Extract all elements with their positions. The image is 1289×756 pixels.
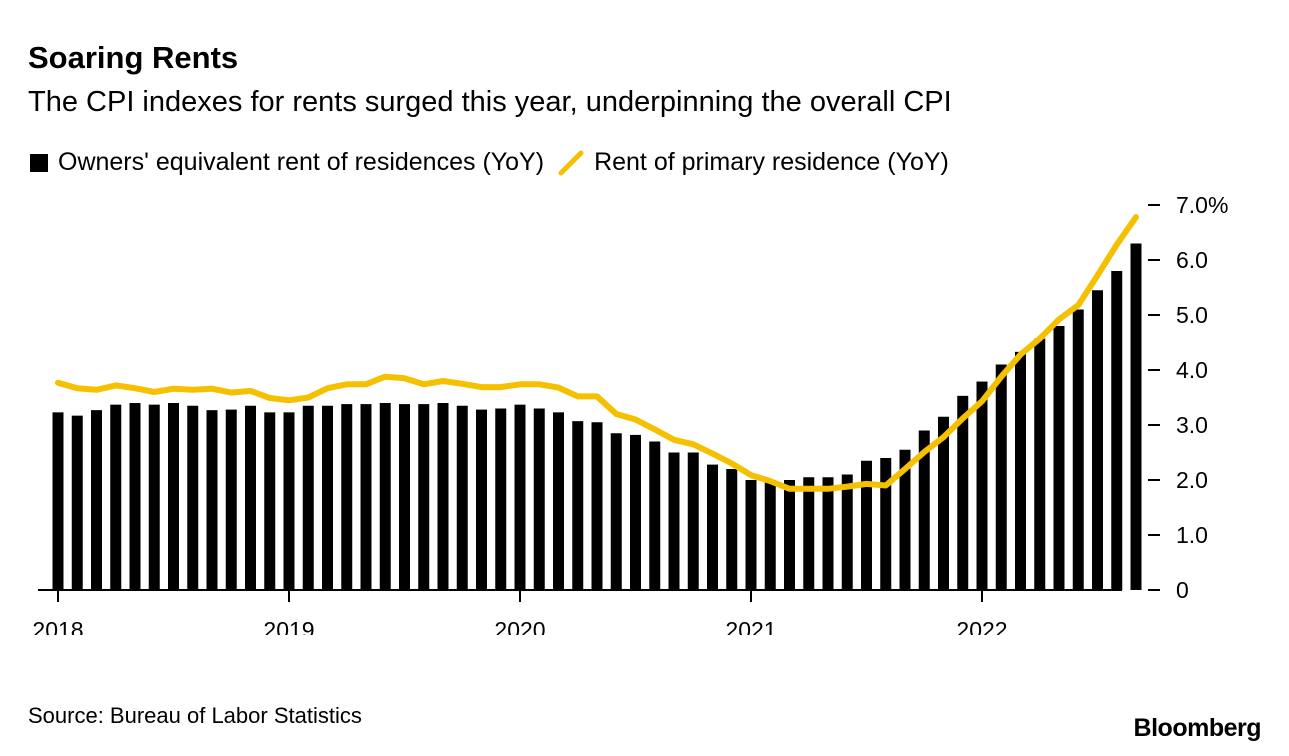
bar [476, 409, 487, 590]
bar [841, 474, 853, 590]
bar [187, 405, 199, 590]
bar [1092, 290, 1103, 590]
legend-item-line: Rent of primary residence (YoY) [558, 148, 949, 177]
bar [1111, 271, 1123, 590]
bar [533, 408, 545, 590]
x-tick-label: 2022 [956, 617, 1007, 635]
bar [707, 464, 718, 590]
bar [745, 480, 757, 590]
chart-area: 0 1.0 2.0 3.0 4.0 5.0 6.0 7.0% 2018 2019 2020 2021 2… [32, 192, 1228, 635]
bar [610, 433, 622, 590]
legend-item-bars: Owners' equivalent rent of residences (Y… [30, 148, 544, 177]
bar [803, 477, 815, 590]
bar [1072, 309, 1084, 590]
bar [514, 404, 526, 590]
bar [302, 405, 314, 590]
x-tick-label: 2021 [725, 617, 776, 635]
legend-bar-swatch-icon [30, 153, 48, 172]
bar [341, 404, 353, 590]
y-tick-label: 1.0 [1176, 522, 1208, 548]
bar [784, 480, 795, 590]
chart-title: Soaring Rents [28, 40, 239, 75]
bar [553, 412, 564, 590]
bar [437, 403, 449, 590]
source-note: Source: Bureau of Labor Statistics [28, 703, 362, 728]
bar [495, 408, 507, 590]
bar [918, 430, 930, 590]
bar [206, 410, 218, 590]
chart-subtitle: The CPI indexes for rents surged this ye… [28, 86, 952, 118]
y-tick-label: 7.0% [1176, 192, 1228, 218]
bar [880, 458, 892, 590]
x-tick-label: 2018 [32, 617, 83, 635]
bar [71, 415, 83, 590]
bloomberg-logo: Bloomberg [1133, 714, 1262, 742]
bar [957, 395, 969, 590]
bar [91, 410, 102, 590]
bar [168, 403, 179, 590]
bar [399, 404, 410, 590]
bar [283, 412, 295, 590]
bar [418, 404, 430, 590]
y-tick-label: 2.0 [1176, 467, 1208, 493]
bar [322, 405, 333, 590]
bar [899, 449, 911, 590]
bar [129, 403, 141, 590]
bar [630, 434, 641, 590]
bar [1015, 351, 1026, 590]
rent-primary-residence-line [55, 214, 1139, 492]
bar [861, 460, 872, 590]
bar [1130, 243, 1142, 590]
bar [245, 405, 256, 590]
bar [264, 412, 276, 590]
bar [822, 477, 834, 590]
legend: Owners' equivalent rent of residences (Y… [30, 148, 963, 177]
bar [726, 469, 738, 590]
bar [456, 405, 468, 590]
y-tick-label: 0 [1176, 577, 1189, 603]
bar [764, 480, 776, 590]
y-tick-label: 4.0 [1176, 357, 1208, 383]
legend-line-swatch-icon [558, 150, 584, 175]
y-tick-label: 6.0 [1176, 247, 1208, 273]
y-tick-label: 5.0 [1176, 302, 1208, 328]
legend-bar-label: Owners' equivalent rent of residences (Y… [58, 148, 545, 176]
bar [379, 403, 391, 590]
bar [1034, 338, 1046, 590]
bar [148, 404, 160, 590]
x-tick-label: 2019 [263, 617, 314, 635]
x-tick-label: 2020 [494, 617, 545, 635]
bar [649, 441, 661, 590]
bar [976, 381, 988, 590]
bar [1053, 326, 1065, 590]
bar [572, 421, 584, 590]
bar [110, 404, 122, 590]
bar [360, 404, 372, 590]
bar [995, 364, 1007, 590]
bar [938, 416, 949, 590]
bar [687, 452, 699, 590]
bar [591, 422, 603, 590]
bar [668, 452, 680, 590]
legend-line-label: Rent of primary residence (YoY) [594, 148, 949, 176]
bar [225, 409, 237, 590]
y-tick-label: 3.0 [1176, 412, 1208, 438]
bar [52, 412, 64, 590]
